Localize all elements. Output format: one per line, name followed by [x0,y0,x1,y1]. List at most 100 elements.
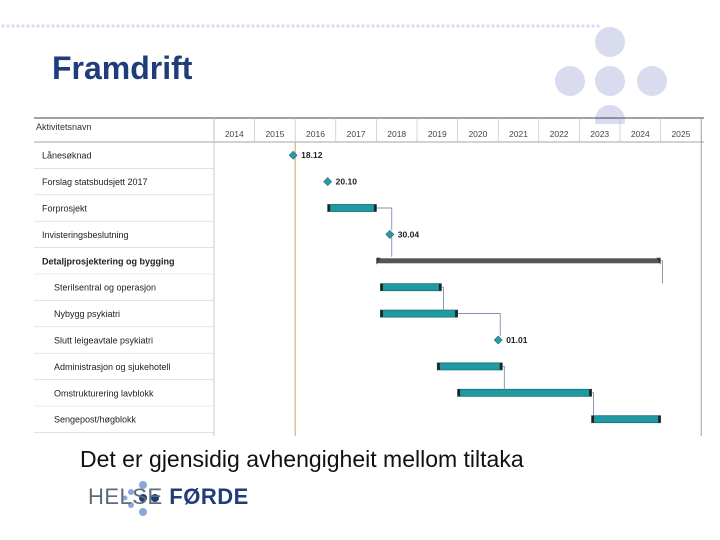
task-label: Forslag statsbudsjett 2017 [42,177,148,187]
decorative-dot [151,24,155,28]
decorative-dot [546,24,550,28]
decorative-dot [371,24,375,28]
decorative-dot [111,24,115,28]
year-tick-label: 2016 [306,129,325,139]
decorative-dot [331,24,335,28]
decorative-dot [551,24,555,28]
decorative-dot [321,24,325,28]
decorative-dot [21,24,25,28]
slide-title: Framdrift [52,50,193,86]
decorative-dot [61,24,65,28]
decorative-dot [106,24,110,28]
decorative-dot [261,24,265,28]
gantt-task-labels: Aktivitetsnavn Lånesøknad Forslag statsbud… [36,122,175,425]
decorative-dot [186,24,190,28]
task-label: Omstrukturering lavblokk [54,388,154,398]
gantt-marks: 18.12 20.10 30.04 01.01 [288,150,663,424]
decorative-dot [496,24,500,28]
milestone-date-label: 30.04 [398,229,420,239]
decorative-dot [11,24,15,28]
decorative-dot [486,24,490,28]
decorative-dot [401,24,405,28]
task-label: Lånesøknad [42,151,92,161]
decorative-dot [456,24,460,28]
decorative-dot [91,24,95,28]
task-bar [327,204,377,212]
decorative-dot [216,24,220,28]
decorative-dot [391,24,395,28]
task-bar-start-cap [380,310,383,318]
decorative-dot [511,24,515,28]
year-tick-label: 2021 [509,129,528,139]
decorative-dot [271,24,275,28]
decorative-dot [431,24,435,28]
year-tick-label: 2025 [671,129,690,139]
task-label: Detaljprosjektering og bygging [42,256,175,266]
task-bar [380,283,442,292]
decorative-dot [526,24,530,28]
decorative-dot [126,24,130,28]
decorative-dot [231,24,235,28]
decorative-dot [291,24,295,28]
year-tick-label: 2024 [631,129,650,139]
decorative-dot [241,24,245,28]
decorative-dot [411,24,415,28]
decorative-dot [556,24,560,28]
task-bar-start-cap [457,389,461,397]
decorative-dot [361,24,365,28]
decorative-dot [301,24,305,28]
decorative-dot [441,24,445,28]
year-tick-label: 2014 [225,129,244,139]
gantt-chart: Aktivitetsnavn Lånesøknad Forslag statsbud… [34,117,704,436]
decorative-dot [181,24,185,28]
decorative-dot [86,24,90,28]
decorative-dot [306,24,310,28]
decorative-dot [96,24,100,28]
year-tick-label: 2017 [347,129,366,139]
decorative-dot [66,24,70,28]
decorative-dot [191,24,195,28]
milestone-date-label: 01.01 [506,335,528,345]
decorative-dot [596,24,600,28]
year-tick-label: 2023 [590,129,609,139]
task-bar [591,415,662,424]
decorative-dot [31,24,35,28]
decorative-dot [71,24,75,28]
summary-bar [376,258,661,264]
task-bar-start-cap [437,362,440,370]
decorative-dot [51,24,55,28]
decorative-dot [376,24,380,28]
decorative-dot [1,24,5,28]
decorative-dot [156,24,160,28]
decorative-dot [286,24,290,28]
decorative-dot [536,24,540,28]
task-label: Sengepost/høgblokk [54,415,137,425]
decorative-dot [346,24,350,28]
decorative-dot [436,24,440,28]
decorative-dot [131,24,135,28]
decorative-dot [581,24,585,28]
decorative-dot [81,24,85,28]
year-tick-label: 2022 [550,129,569,139]
decorative-dot [341,24,345,28]
decorative-dot [266,24,270,28]
task-label: Nybygg psykiatri [54,309,120,319]
decorative-dot [381,24,385,28]
decorative-dot [101,24,105,28]
decorative-dot [396,24,400,28]
decorative-dot [161,24,165,28]
task-bar-end-cap [499,362,503,370]
decorative-dot [76,24,80,28]
year-tick-label: 2020 [468,129,487,139]
decorative-dot [501,24,505,28]
task-bar-start-cap [591,415,595,423]
decorative-dot [566,24,570,28]
decorative-dot [36,24,40,28]
task-bar-end-cap [438,283,442,291]
year-tick-label: 2018 [387,129,406,139]
decorative-circles [555,27,667,124]
decorative-dot [591,24,595,28]
decorative-dot [46,24,50,28]
decorative-dot [121,24,125,28]
company-logo-text: HELSE FØRDE [88,484,249,510]
